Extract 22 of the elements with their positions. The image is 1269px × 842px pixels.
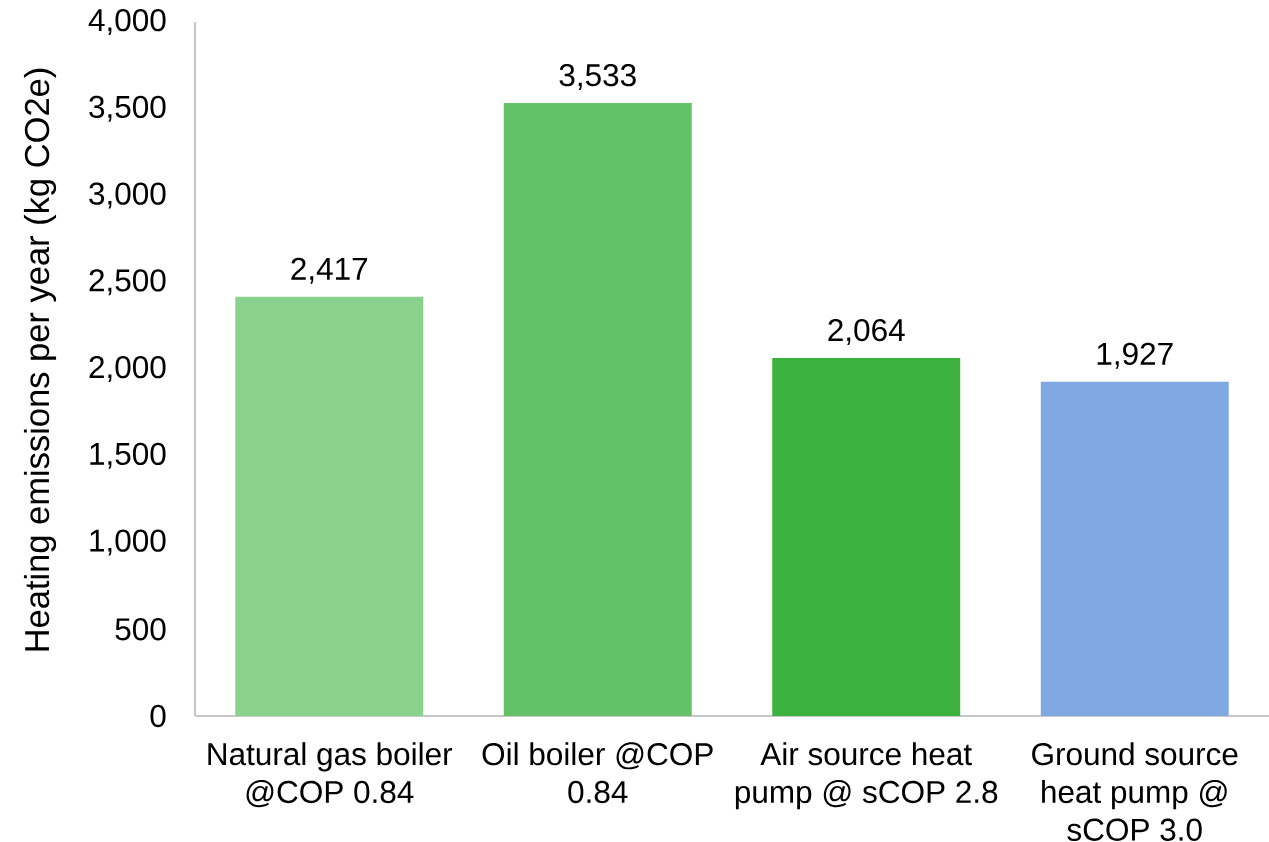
y-tick-label: 1,500: [90, 442, 166, 469]
y-tick-label: 500: [115, 618, 166, 641]
data-label: 3,533: [559, 64, 636, 91]
bar: [772, 357, 961, 716]
y-tick-label: 0: [150, 704, 166, 728]
data-label: 1,927: [1097, 342, 1173, 369]
x-tick-label: Air source heat pump @ sCOP 2.8: [735, 742, 998, 810]
bar: [1040, 381, 1229, 716]
y-tick-label: 2,500: [89, 269, 166, 296]
data-label: 2,417: [291, 257, 368, 284]
y-tick-label: 3,500: [89, 95, 166, 122]
bar: [235, 296, 424, 716]
y-tick-label: 4,000: [88, 8, 166, 36]
data-label: 2,064: [828, 318, 905, 345]
x-tick-label: Natural gas boiler @COP 0.84: [208, 742, 453, 808]
y-tick-label: 3,000: [89, 182, 166, 209]
y-tick-label: 2,000: [89, 355, 166, 382]
y-tick-label: 1,000: [90, 529, 166, 556]
bar: [503, 103, 692, 716]
x-tick-label: Oil boiler @COP 0.84: [482, 742, 713, 804]
y-axis-title: Heating emissions per year (kg CO2e): [23, 68, 57, 651]
x-tick-label: Ground source heat pump @ sCOP 3.0: [1032, 742, 1238, 841]
